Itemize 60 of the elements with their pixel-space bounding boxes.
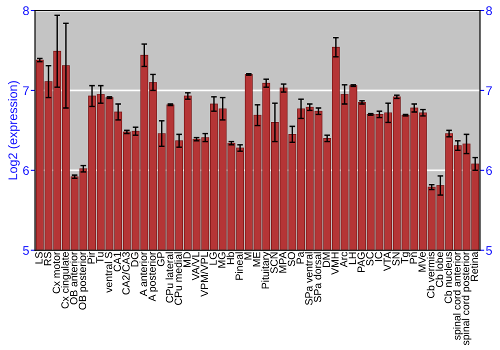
x-tick-label: SO: [288, 252, 296, 266]
x-tick-label: Pir: [87, 252, 95, 264]
x-tick-label: MG: [218, 252, 226, 268]
x-tick-label: VPM/VPL: [200, 252, 208, 297]
x-tick-label: Retina: [470, 252, 478, 281]
y-tick-label: 5: [22, 246, 29, 255]
x-tick-label: Pa: [296, 252, 304, 264]
x-tick-label: Cx motor: [52, 252, 60, 294]
x-tick-label: VMH: [331, 252, 339, 275]
x-tick-label: LG: [209, 252, 217, 265]
x-tick-label: SN: [392, 252, 400, 266]
x-tick-label: VTA: [384, 252, 391, 272]
x-tick-label: MD: [183, 252, 191, 267]
y-tick-label: 6: [23, 166, 29, 175]
x-tick-label: MPA: [279, 252, 286, 273]
x-tick-label: LH: [348, 252, 356, 264]
x-tick-label: Cb nucleus: [444, 252, 452, 304]
x-tick-label: Tu: [96, 252, 104, 264]
x-tick-label: Cb lobe: [436, 252, 444, 288]
x-tick-label: LS: [35, 252, 43, 264]
x-tick-label: Arc: [340, 252, 348, 268]
x-tick-label: SPa dorsal: [314, 252, 322, 302]
x-tick-label: OB posterior: [78, 252, 88, 310]
x-tick-label: M: [244, 252, 252, 260]
x-tick-label: A anterior: [139, 252, 148, 296]
x-tick-label: Tg: [401, 252, 410, 264]
x-tick-label: SCN: [270, 252, 278, 274]
x-tick-label: CPu lateral: [166, 252, 174, 303]
x-tick-label: ME: [253, 252, 260, 266]
x-tick-label: Hb: [226, 252, 234, 264]
x-tick-label: Cb vermis: [426, 252, 434, 298]
x-tick-label: Pituitary: [261, 252, 272, 288]
x-tick-label: CA1: [114, 252, 121, 272]
y-tick-label: 8: [23, 6, 29, 16]
x-tick-label: Pineal: [235, 252, 243, 280]
y2-tick-label: 6: [486, 166, 492, 175]
x-tick-label: GP: [157, 252, 165, 266]
x-tick-label: Pn: [410, 252, 417, 264]
x-tick-label: Cx cingulate: [61, 252, 71, 308]
x-tick-label: ventral S: [104, 252, 112, 293]
x-tick-label: A posterior: [148, 252, 158, 302]
y2-tick-label: 7: [486, 86, 492, 95]
x-tick-label: SPa ventral: [304, 252, 313, 306]
y2-tick-label: 8: [486, 6, 492, 16]
x-tick-label: VA/VL: [192, 252, 200, 280]
x-tick-label: MVe: [418, 252, 426, 272]
y-axis-title: Log2 (expression): [8, 81, 20, 180]
x-tick-label: spinal cord posterior: [462, 252, 472, 346]
x-tick-label: IC: [374, 252, 382, 262]
x-tick-label: DM: [322, 252, 330, 267]
x-tick-label: OB anterior: [70, 252, 78, 304]
x-tick-label: CPu medial: [174, 252, 182, 305]
x-tick-label: SC: [366, 252, 374, 266]
y2-tick-label: 5: [486, 246, 492, 255]
x-tick-label: CA2/CA3: [122, 252, 130, 295]
x-tick-label: spinal cord anterior: [452, 252, 463, 340]
y-tick-label: 7: [23, 86, 29, 95]
x-tick-label: PAG: [357, 252, 365, 272]
x-tick-label: RS: [44, 252, 52, 266]
x-tick-label: DG: [131, 252, 138, 266]
